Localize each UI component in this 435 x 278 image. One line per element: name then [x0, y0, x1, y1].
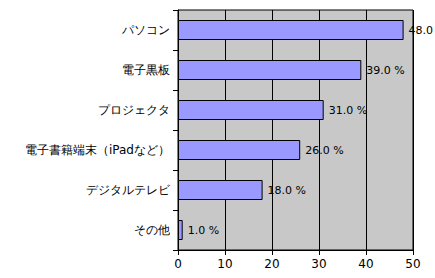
svg-text:20: 20	[264, 257, 279, 271]
svg-text:1.0 %: 1.0 %	[188, 224, 219, 237]
svg-text:10: 10	[217, 257, 232, 271]
svg-text:30: 30	[311, 257, 326, 271]
svg-text:26.0 %: 26.0 %	[305, 144, 343, 157]
svg-text:40: 40	[358, 257, 373, 271]
svg-text:39.0 %: 39.0 %	[366, 64, 404, 77]
svg-text:電子黒板: 電子黒板	[122, 63, 170, 77]
svg-text:18.0 %: 18.0 %	[268, 184, 306, 197]
svg-text:デジタルテレビ: デジタルテレビ	[86, 183, 171, 197]
svg-text:その他: その他	[134, 223, 170, 237]
svg-text:31.0 %: 31.0 %	[329, 104, 367, 117]
svg-text:パソコン: パソコン	[121, 23, 170, 37]
svg-text:電子書籍端末（iPadなど）: 電子書籍端末（iPadなど）	[25, 143, 170, 157]
svg-text:プロジェクタ: プロジェクタ	[98, 103, 170, 117]
svg-text:0: 0	[174, 257, 182, 271]
svg-text:50: 50	[405, 257, 420, 271]
svg-text:48.0 %: 48.0 %	[409, 24, 435, 37]
